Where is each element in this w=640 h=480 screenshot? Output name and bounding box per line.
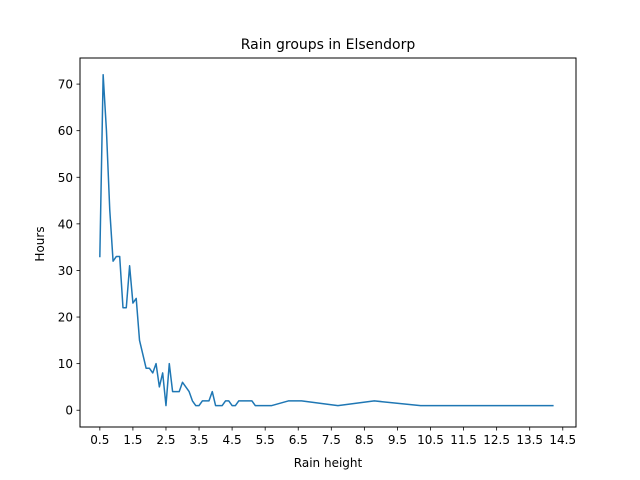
y-tick-label: 50	[58, 171, 73, 185]
x-tick-label: 2.5	[156, 433, 175, 447]
x-tick-label: 0.5	[90, 433, 109, 447]
y-tick-label: 70	[58, 78, 73, 92]
x-tick-label: 1.5	[123, 433, 142, 447]
x-tick-label: 14.5	[549, 433, 576, 447]
x-tick-label: 11.5	[450, 433, 477, 447]
x-tick-label: 3.5	[189, 433, 208, 447]
y-tick-label: 20	[58, 311, 73, 325]
x-tick-label: 7.5	[322, 433, 341, 447]
x-tick-label: 9.5	[388, 433, 407, 447]
y-tick-label: 40	[58, 217, 73, 231]
series-line-0	[99, 74, 554, 407]
x-axis-title: Rain height	[294, 456, 363, 470]
chart-title: Rain groups in Elsendorp	[241, 37, 416, 53]
y-tick-label: 0	[65, 404, 73, 418]
y-axis-title: Hours	[33, 226, 47, 261]
x-tick-label: 6.5	[289, 433, 308, 447]
x-tick-label: 4.5	[223, 433, 242, 447]
axes-frame	[79, 57, 577, 428]
axes: 0.5 1.5 2.5 3.5 4.5 5.5 6.5 7.5 8.5 9.5 10.5 11.5 12…	[58, 57, 577, 447]
y-tick-label: 60	[58, 124, 73, 138]
x-tick-label: 8.5	[355, 433, 374, 447]
plot-area	[99, 74, 554, 407]
x-tick-label: 10.5	[417, 433, 444, 447]
y-tick-label: 30	[58, 264, 73, 278]
x-tick-label: 12.5	[483, 433, 510, 447]
x-tick-label: 13.5	[516, 433, 543, 447]
y-tick-label: 10	[58, 357, 73, 371]
x-tick-label: 5.5	[256, 433, 275, 447]
